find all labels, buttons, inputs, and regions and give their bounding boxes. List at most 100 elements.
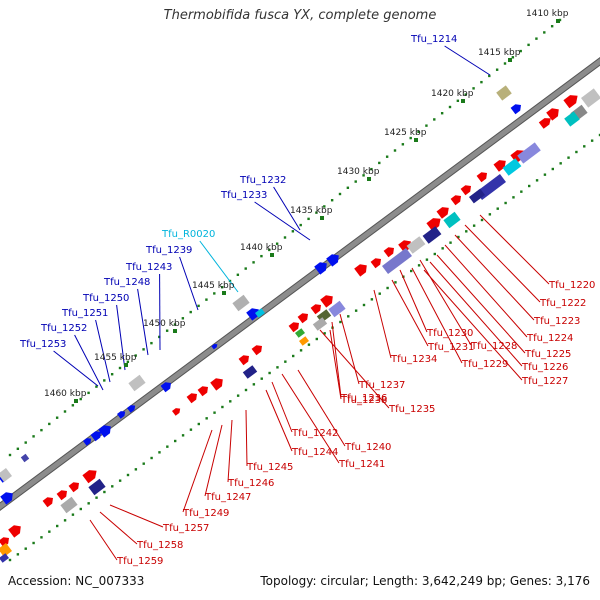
gene-label: Tfu_1214 (410, 34, 457, 45)
gene-label: Tfu_1249 (182, 508, 229, 519)
forward-gene-arrow (546, 108, 559, 121)
inner-tick-dot (252, 383, 256, 386)
inner-tick-dot (284, 360, 287, 363)
reverse-gene-arrow (90, 431, 101, 442)
inner-tick-dot (111, 485, 114, 488)
forward-gene-arrow (563, 95, 578, 109)
gene-label: Tfu_1257 (162, 523, 209, 534)
inner-tick-dot (63, 519, 67, 522)
gene-label: Tfu_1223 (533, 316, 580, 327)
outer-tick-dot (370, 167, 373, 171)
inner-tick-dot (583, 145, 586, 148)
gene-label: Tfu_1237 (358, 380, 405, 391)
inner-tick-dot (598, 133, 600, 137)
gene-label: Tfu_1251 (61, 308, 108, 319)
gene-label: Tfu_1242 (291, 428, 338, 439)
outer-tick-dot (425, 124, 428, 127)
gene-label: Tfu_1225 (524, 349, 571, 360)
gene-label: Tfu_1245 (246, 462, 293, 473)
outer-tick-dot (433, 118, 436, 121)
gene-block (60, 496, 78, 514)
gene-block (422, 226, 442, 244)
forward-gene-arrow (436, 207, 449, 219)
gene-label: Tfu_1232 (239, 175, 286, 186)
forward-gene-arrow (186, 393, 197, 404)
inner-tick-dot (512, 196, 515, 199)
outer-tick-dot (472, 87, 475, 90)
tick-label: 1455 kbp (94, 353, 137, 363)
map-title: Thermobifida fusca YX, complete genome (163, 8, 437, 23)
outer-tick-dot (323, 205, 326, 208)
tick-label: 1430 kbp (337, 167, 380, 177)
tick-label: 1435 kbp (290, 206, 333, 216)
gene-block (0, 467, 13, 483)
inner-tick-dot (315, 337, 318, 341)
label-leader-line (339, 313, 360, 385)
outer-tick-dot (511, 56, 515, 59)
inner-tick-dot (221, 405, 224, 409)
forward-gene-arrow (8, 525, 21, 538)
outer-tick-dot (307, 217, 310, 221)
outer-tick-dot (401, 143, 405, 146)
tick-mark (508, 58, 512, 62)
inner-tick-dot (236, 394, 240, 397)
label-leader-line (391, 279, 429, 347)
inner-tick-dot (8, 558, 12, 562)
outer-tick-dot (48, 422, 51, 426)
outer-tick-dot (440, 112, 444, 115)
gene-block (255, 308, 265, 318)
outer-tick-dot (291, 230, 295, 233)
gene-block (312, 317, 328, 331)
inner-tick-dot (323, 332, 326, 335)
forward-gene-arrow (172, 408, 181, 416)
tick-label: 1445 kbp (192, 281, 235, 291)
gene-label: Tfu_1238 (340, 395, 387, 406)
label-leader-line (329, 329, 342, 400)
outer-tick-dot (165, 329, 169, 332)
inner-tick-dot (417, 264, 421, 267)
forward-gene-arrow (460, 185, 471, 196)
forward-gene-arrow (370, 258, 381, 269)
inner-tick-dot (362, 303, 366, 307)
outer-tick-dot (535, 37, 538, 40)
inner-tick-dot (559, 162, 562, 165)
inner-tick-dot (465, 230, 468, 233)
inner-tick-dot (528, 184, 531, 188)
outer-tick-dot (488, 74, 491, 78)
forward-gene-arrow (450, 195, 461, 206)
inner-tick-dot (56, 524, 59, 528)
tick-mark (461, 99, 465, 103)
inner-tick-dot (174, 439, 177, 443)
tick-mark (173, 329, 177, 333)
outer-tick-dot (519, 49, 522, 53)
inner-tick-dot (142, 462, 145, 465)
inner-tick-dot (457, 235, 460, 239)
outer-tick-dot (275, 242, 279, 245)
forward-gene-arrow (383, 247, 394, 258)
gene-block (299, 336, 309, 346)
gene-block (502, 158, 522, 176)
gene-label: Tfu_1227 (521, 376, 568, 387)
inner-tick-dot (551, 167, 554, 171)
gene-block (517, 142, 541, 164)
outer-tick-dot (252, 261, 255, 264)
outer-tick-dot (527, 43, 530, 47)
gene-label: Tfu_1253 (19, 339, 66, 350)
forward-gene-arrow (82, 470, 97, 484)
tick-mark (124, 363, 128, 367)
gene-block (564, 111, 580, 127)
outer-tick-dot (503, 62, 507, 65)
forward-gene-arrow (310, 304, 321, 315)
inner-tick-dot (567, 156, 570, 159)
inner-tick-dot (378, 292, 381, 295)
gene-label: Tfu_1224 (526, 333, 573, 344)
forward-gene-arrow (68, 482, 79, 493)
outer-tick-dot (385, 155, 389, 158)
inner-tick-dot (213, 411, 216, 414)
label-leader-line (464, 224, 541, 303)
inner-tick-dot (79, 507, 82, 511)
genome-summary-text: Topology: circular; Length: 3,642,249 bp… (260, 574, 590, 588)
inner-tick-dot (307, 343, 311, 346)
inner-tick-dot (158, 451, 161, 454)
gene-label: Tfu_1220 (548, 280, 595, 291)
